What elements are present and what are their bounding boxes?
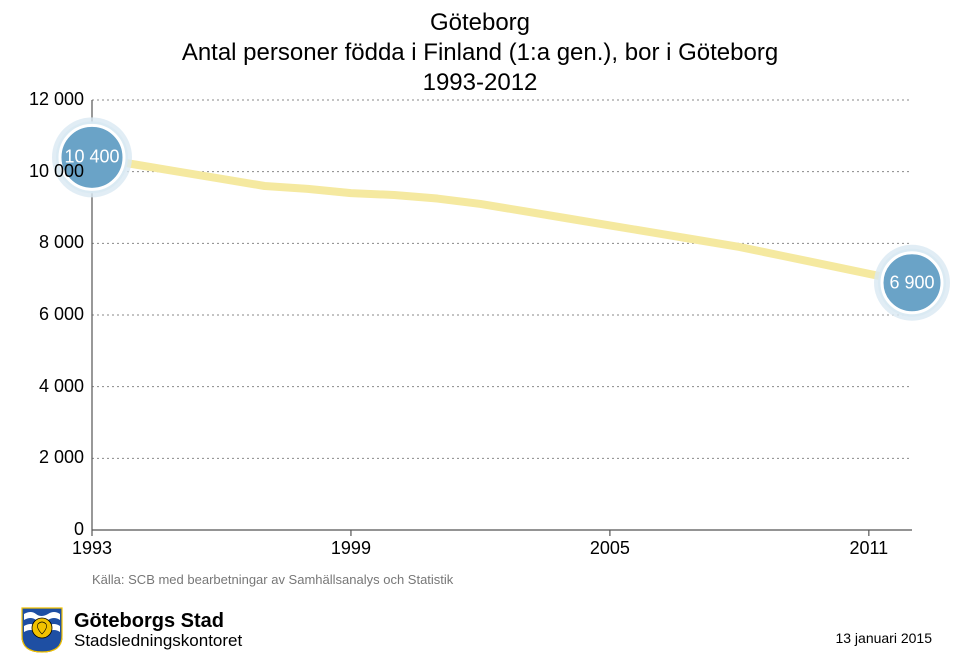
line-chart (0, 0, 960, 666)
y-tick-label: 4 000 (14, 376, 84, 397)
footer-date: 13 januari 2015 (835, 630, 932, 646)
logo-line1: Göteborgs Stad (74, 611, 242, 632)
logo-line2: Stadsledningskontoret (74, 632, 242, 650)
y-tick-label: 6 000 (14, 304, 84, 325)
y-tick-label: 2 000 (14, 447, 84, 468)
x-tick-label: 2005 (590, 538, 630, 559)
shield-icon (20, 606, 64, 654)
chart-slide: Göteborg Antal personer födda i Finland … (0, 0, 960, 666)
x-tick-label: 2011 (849, 538, 888, 559)
logo: Göteborgs Stad Stadsledningskontoret (20, 606, 242, 654)
y-tick-label: 8 000 (14, 232, 84, 253)
y-tick-label: 0 (14, 519, 84, 540)
source-text: Källa: SCB med bearbetningar av Samhälls… (92, 572, 453, 587)
logo-text: Göteborgs Stad Stadsledningskontoret (74, 611, 242, 650)
x-tick-label: 1993 (72, 538, 112, 559)
x-tick-label: 1999 (331, 538, 371, 559)
y-tick-label: 12 000 (14, 89, 84, 110)
y-tick-label: 10 000 (14, 161, 84, 182)
